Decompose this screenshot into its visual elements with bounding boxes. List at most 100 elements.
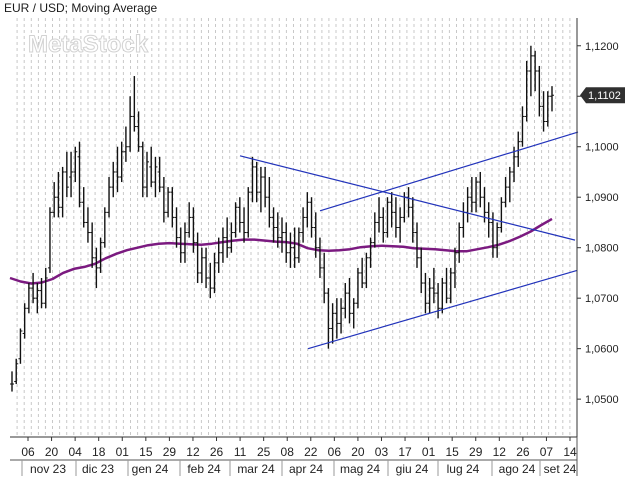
- x-tick-label: 15: [445, 445, 459, 459]
- y-tick-label: 1,1200: [585, 41, 619, 53]
- ohlc-bar: [191, 207, 196, 253]
- last-price-tag: [580, 87, 625, 104]
- ohlc-bar: [461, 202, 466, 238]
- ohlc-bar: [267, 177, 272, 228]
- ohlc-bar: [111, 161, 116, 198]
- ohlc-bar: [166, 187, 171, 218]
- trendline: [239, 155, 576, 241]
- ohlc-bar: [229, 222, 234, 253]
- ohlc-bar: [14, 358, 19, 384]
- ohlc-bar: [360, 257, 365, 289]
- ohlc-bar: [503, 177, 508, 208]
- ohlc-bar: [94, 247, 99, 289]
- ohlc-bar: [90, 222, 95, 268]
- ohlc-bar: [347, 277, 352, 324]
- ohlc-bar: [174, 207, 179, 248]
- trendline: [319, 131, 579, 212]
- y-tick-label: 1,0600: [585, 344, 619, 356]
- x-tick-label: 29: [469, 445, 483, 459]
- ohlc-bar: [486, 202, 491, 238]
- ohlc-bar: [178, 227, 183, 263]
- x-tick-label: 01: [422, 445, 436, 459]
- ohlc-bar: [98, 237, 103, 273]
- month-label: feb 24: [187, 462, 221, 476]
- ohlc-bar: [317, 237, 322, 278]
- ohlc-bar: [507, 166, 512, 203]
- x-tick-label: 14: [563, 445, 577, 459]
- ohlc-bar: [288, 232, 293, 268]
- ohlc-bar: [170, 187, 175, 228]
- ohlc-bar: [233, 202, 238, 238]
- ohlc-bar: [52, 182, 57, 218]
- ohlc-bar: [550, 86, 554, 112]
- ohlc-bar: [182, 222, 187, 263]
- x-tick-label: 08: [281, 445, 295, 459]
- ohlc-bar: [43, 267, 48, 309]
- chart-title: EUR / USD; Moving Average: [4, 1, 158, 15]
- price-bars: [10, 45, 554, 392]
- ohlc-bar: [537, 65, 542, 117]
- ohlc-bar: [242, 207, 247, 243]
- ohlc-bar: [436, 283, 441, 319]
- ohlc-bar: [26, 283, 31, 314]
- ohlc-bar: [216, 237, 221, 273]
- ohlc-bar: [284, 222, 289, 263]
- ohlc-bar: [22, 303, 27, 339]
- x-tick-label: 15: [139, 445, 153, 459]
- ohlc-bar: [448, 267, 453, 304]
- ohlc-bar: [263, 166, 268, 208]
- watermark-logo: MetaStock: [28, 31, 149, 58]
- ohlc-bar: [123, 126, 128, 162]
- x-tick-label: 29: [163, 445, 177, 459]
- ohlc-bar: [18, 328, 23, 364]
- ohlc-bar: [195, 232, 200, 284]
- ohlc-bar: [102, 207, 107, 248]
- x-tick-label: 22: [304, 445, 318, 459]
- grid: [16, 18, 571, 437]
- ohlc-bar: [355, 267, 360, 309]
- ohlc-bar: [389, 192, 394, 228]
- ohlc-bar: [39, 277, 44, 309]
- ohlc-bar: [495, 222, 500, 258]
- ohlc-bar: [512, 146, 517, 183]
- axes: 1,0500 1,0600 1,0700 1,0800 1,0900 1,1000 1,11…: [10, 18, 625, 476]
- ohlc-bar: [393, 197, 398, 238]
- ohlc-bar: [427, 277, 432, 314]
- ohlc-bar: [149, 146, 154, 188]
- ohlc-bar: [431, 267, 436, 304]
- y-tick-label: 1,1000: [585, 142, 619, 154]
- x-tick-label: 20: [351, 445, 365, 459]
- ohlc-bar: [77, 141, 82, 208]
- ohlc-bar: [465, 187, 470, 223]
- ohlc-bar: [128, 96, 133, 152]
- ohlc-bar: [107, 177, 112, 218]
- x-tick-label: 17: [398, 445, 412, 459]
- ohlc-bar: [60, 166, 65, 218]
- ohlc-bar: [330, 303, 335, 344]
- month-label: nov 23: [30, 462, 66, 476]
- ohlc-bar: [533, 50, 538, 92]
- ohlc-bar: [132, 76, 137, 132]
- ohlc-bar: [343, 283, 348, 319]
- ohlc-bar: [478, 171, 483, 208]
- ohlc-bar: [474, 177, 479, 213]
- ohlc-bar: [545, 91, 550, 127]
- month-label: apr 24: [289, 462, 323, 476]
- month-label: lug 24: [447, 462, 480, 476]
- ohlc-bar: [385, 197, 390, 238]
- ohlc-bar: [35, 283, 40, 314]
- ohlc-bar: [254, 161, 259, 203]
- x-tick-label: 20: [45, 445, 59, 459]
- trendlines: [239, 131, 579, 350]
- month-label: gen 24: [132, 462, 169, 476]
- ohlc-bar: [64, 151, 69, 198]
- x-tick-label: 25: [257, 445, 271, 459]
- ohlc-bar: [309, 197, 314, 238]
- last-price-label: 1,1102: [588, 90, 621, 102]
- ohlc-bar: [258, 166, 263, 213]
- ohlc-bar: [10, 371, 14, 392]
- ohlc-bar: [305, 192, 310, 228]
- x-tick-label: 03: [375, 445, 389, 459]
- ohlc-bar: [326, 288, 331, 349]
- month-label: giu 24: [396, 462, 429, 476]
